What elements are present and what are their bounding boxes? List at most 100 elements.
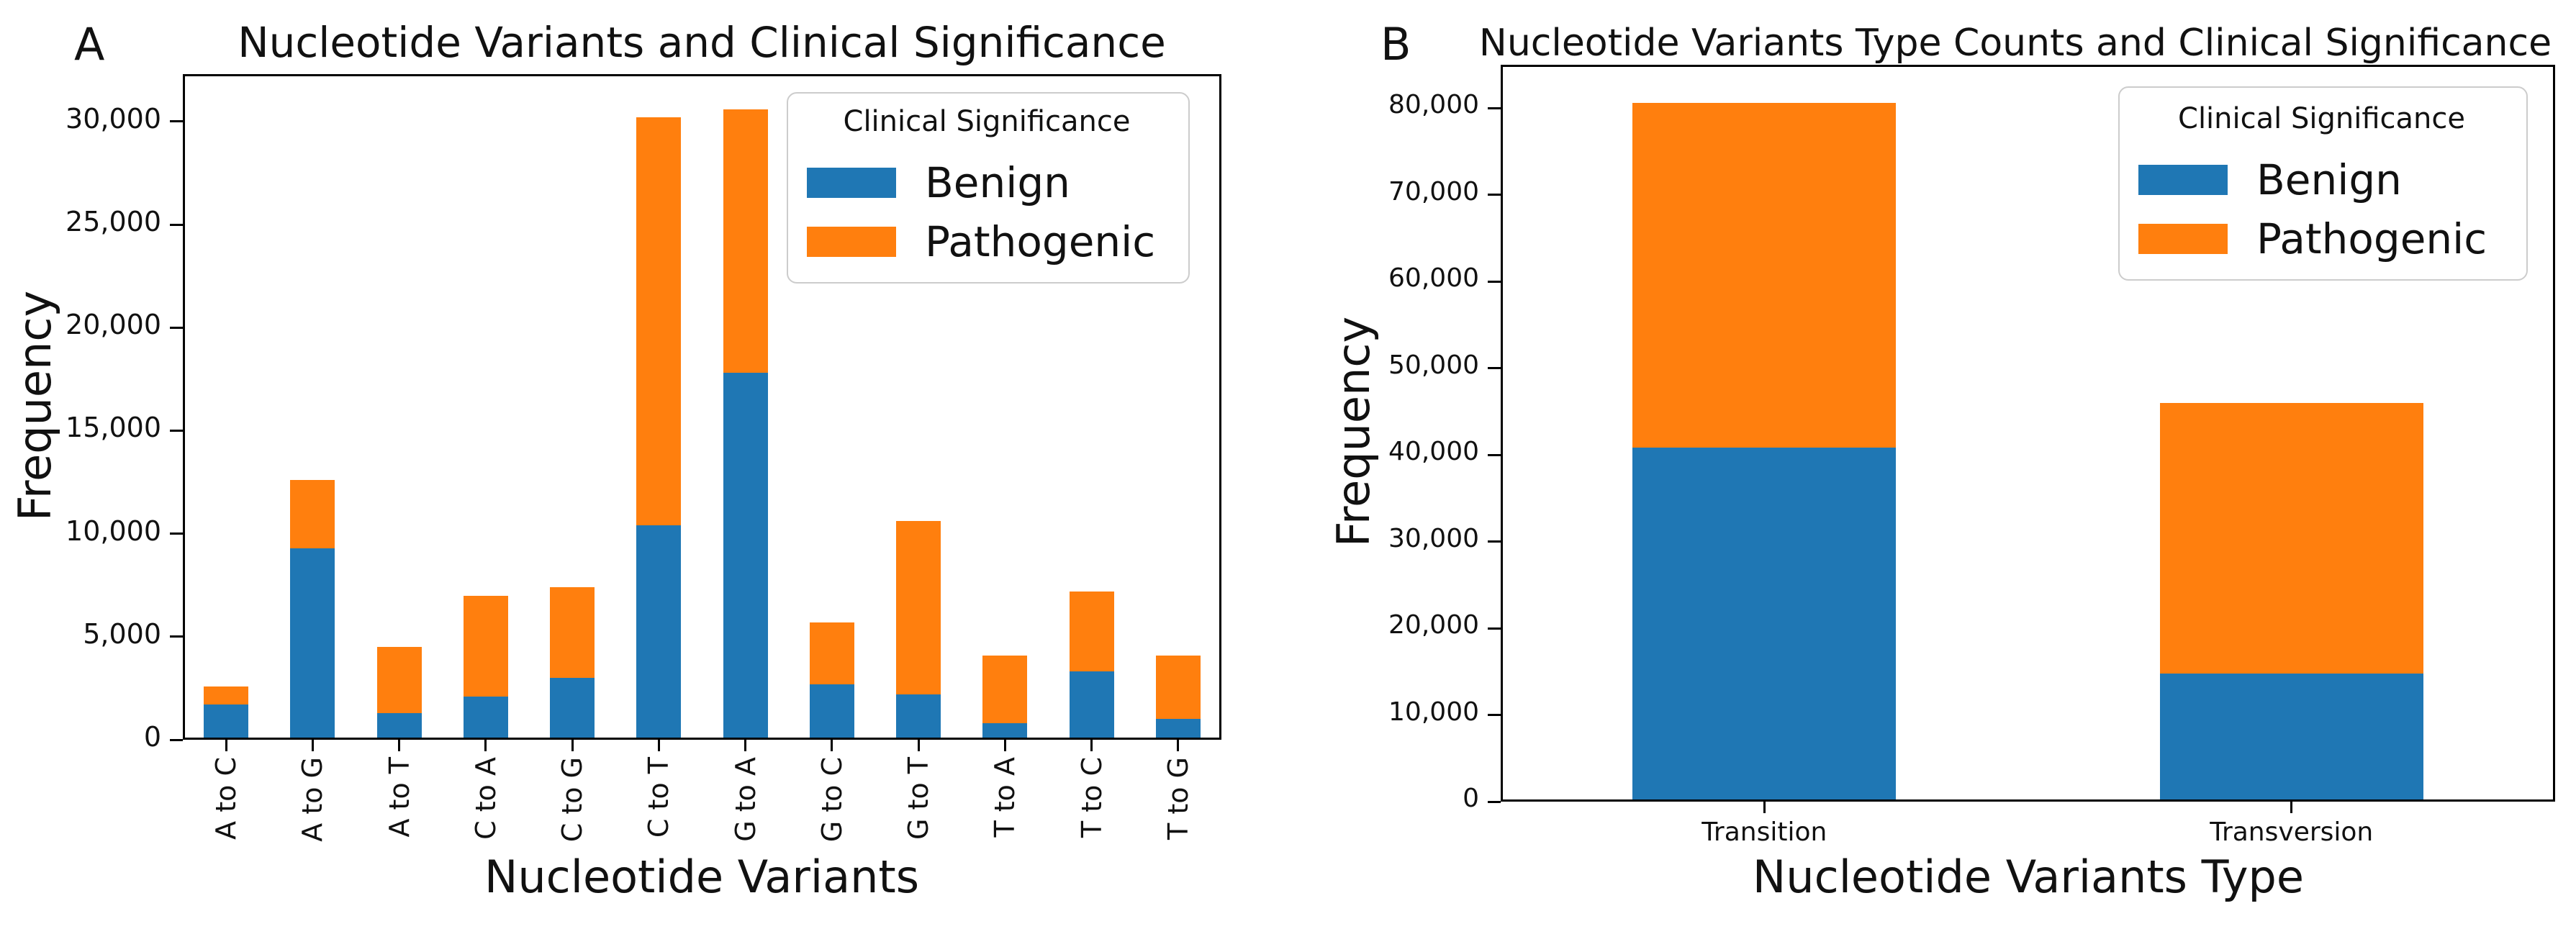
x-tick-mark: [1763, 802, 1766, 813]
panel-a-legend: Clinical Significance Benign Pathogenic: [787, 92, 1190, 284]
y-tick-label: 30,000: [1388, 523, 1479, 553]
y-tick-label: 10,000: [1388, 697, 1479, 727]
y-tick-mark: [1488, 194, 1501, 196]
y-tick-mark: [1488, 714, 1501, 717]
x-tick-label: Transversion: [2210, 817, 2374, 847]
bar-segment-benign: [550, 678, 595, 740]
y-tick-label: 10,000: [65, 515, 161, 547]
benign-swatch-icon: [2138, 165, 2228, 195]
y-tick-mark: [1488, 540, 1501, 543]
bar-segment-benign: [1155, 719, 1201, 740]
bar-segment-pathogenic: [896, 521, 941, 694]
y-tick-mark: [1488, 453, 1501, 456]
panel-b-title: Nucleotide Variants Type Counts and Clin…: [1478, 22, 2552, 65]
x-tick-label: Transition: [1701, 817, 1827, 847]
bar-segment-benign: [463, 696, 508, 740]
panel-b-legend: Clinical Significance Benign Pathogenic: [2118, 86, 2528, 281]
x-tick-mark: [657, 740, 660, 751]
y-tick-mark: [1488, 107, 1501, 109]
y-tick-mark: [170, 635, 183, 638]
legend-item-label: Benign: [2256, 155, 2402, 204]
y-tick-label: 20,000: [65, 309, 161, 341]
y-tick-mark: [170, 120, 183, 123]
legend-item-label: Benign: [925, 158, 1070, 207]
legend-item-pathogenic: Pathogenic: [2138, 214, 2505, 263]
x-tick-mark: [225, 740, 227, 751]
bar-segment-benign: [982, 723, 1028, 740]
x-tick-mark: [1003, 740, 1006, 751]
bar-segment-pathogenic: [982, 655, 1028, 724]
bar-segment-benign: [809, 684, 854, 740]
y-tick-label: 60,000: [1388, 263, 1479, 294]
y-tick-mark: [170, 533, 183, 535]
bar-segment-pathogenic: [1632, 103, 1897, 448]
bar-segment-benign: [723, 373, 768, 740]
bar-segment-benign: [636, 525, 682, 740]
pathogenic-swatch-icon: [2138, 224, 2228, 254]
legend-item-label: Pathogenic: [2256, 214, 2487, 263]
y-tick-label: 15,000: [65, 412, 161, 444]
x-tick-mark: [2290, 802, 2293, 813]
y-tick-mark: [170, 326, 183, 329]
y-tick-mark: [1488, 800, 1501, 803]
y-tick-mark: [1488, 367, 1501, 370]
panel-a-letter: A: [74, 18, 105, 71]
bar-segment-benign: [376, 712, 422, 740]
x-tick-mark: [744, 740, 747, 751]
bar-segment-pathogenic: [1155, 655, 1201, 720]
bar-segment-benign: [896, 694, 941, 740]
bar-segment-benign: [2159, 673, 2423, 802]
y-tick-label: 30,000: [65, 102, 161, 135]
legend-item-benign: Benign: [2138, 155, 2505, 204]
bar-segment-benign: [1632, 448, 1897, 802]
legend-item-benign: Benign: [807, 158, 1167, 207]
y-tick-label: 0: [1463, 784, 1479, 813]
bar-segment-pathogenic: [809, 622, 854, 684]
x-tick-mark: [398, 740, 401, 751]
x-tick-mark: [484, 740, 487, 751]
y-tick-label: 0: [143, 721, 161, 753]
bar-segment-pathogenic: [463, 595, 508, 697]
y-tick-mark: [1488, 627, 1501, 630]
legend-item-pathogenic: Pathogenic: [807, 217, 1167, 266]
y-tick-label: 40,000: [1388, 437, 1479, 467]
x-tick-mark: [311, 740, 314, 751]
y-tick-label: 80,000: [1388, 90, 1479, 120]
legend-title: Clinical Significance: [2178, 102, 2465, 135]
bar-segment-pathogenic: [723, 109, 768, 373]
bar-segment-pathogenic: [1069, 591, 1114, 672]
bar-segment-benign: [1069, 671, 1114, 740]
panel-b-letter: B: [1380, 18, 1411, 71]
benign-swatch-icon: [807, 168, 896, 198]
x-tick-mark: [1177, 740, 1180, 751]
bar-segment-benign: [204, 704, 249, 740]
y-tick-mark: [1488, 280, 1501, 283]
y-tick-mark: [170, 429, 183, 432]
bar-segment-pathogenic: [290, 480, 335, 548]
y-tick-label: 20,000: [1388, 610, 1479, 640]
x-tick-mark: [831, 740, 833, 751]
panel-a-title: Nucleotide Variants and Clinical Signifi…: [238, 18, 1166, 67]
bar-segment-pathogenic: [636, 117, 682, 526]
legend-item-label: Pathogenic: [925, 217, 1156, 266]
panel-a-xlabel: Nucleotide Variants: [484, 851, 920, 903]
pathogenic-swatch-icon: [807, 227, 896, 257]
y-tick-label: 5,000: [83, 617, 161, 650]
y-tick-label: 25,000: [65, 206, 161, 238]
x-tick-mark: [917, 740, 920, 751]
y-tick-mark: [170, 738, 183, 741]
y-tick-mark: [170, 223, 183, 226]
bar-segment-pathogenic: [204, 686, 249, 705]
x-tick-mark: [1090, 740, 1093, 751]
x-tick-mark: [571, 740, 574, 751]
legend-title: Clinical Significance: [843, 105, 1131, 138]
bar-segment-pathogenic: [550, 587, 595, 679]
y-tick-label: 70,000: [1388, 176, 1479, 207]
bar-segment-benign: [290, 548, 335, 740]
panel-b-xlabel: Nucleotide Variants Type: [1752, 851, 2305, 903]
y-tick-label: 50,000: [1388, 350, 1479, 380]
bar-segment-pathogenic: [376, 647, 422, 713]
